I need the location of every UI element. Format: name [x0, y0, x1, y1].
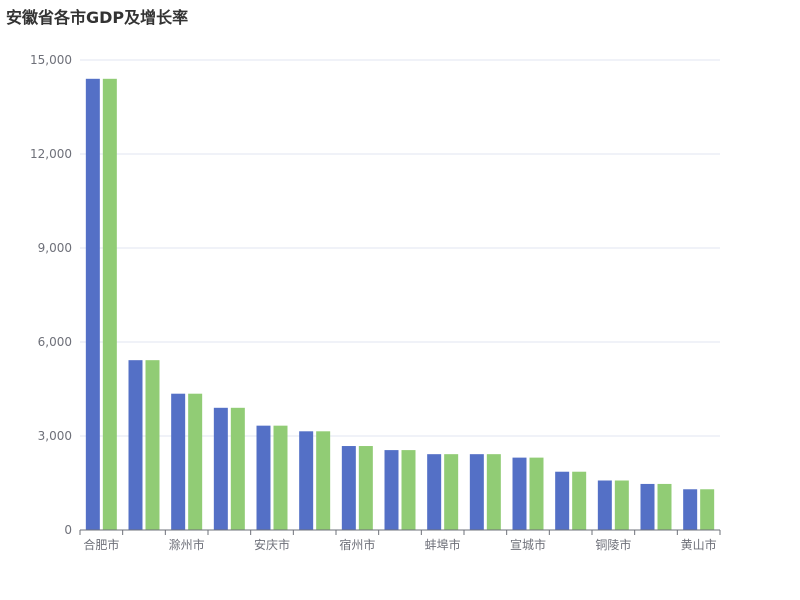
y-tick-label: 9,000 [38, 241, 72, 255]
bar[interactable]: 黄山市: 1300 [700, 489, 715, 530]
bar[interactable]: 蚌埠市: 2420 [427, 454, 442, 530]
x-tick-label: 铜陵市 [595, 537, 631, 552]
bar[interactable]: 滁州市: 4350 [188, 393, 203, 530]
bar[interactable]: 安庆市: 3330 [256, 425, 271, 530]
chart-title: 安徽省各市GDP及增长率 [6, 8, 189, 27]
bars: 合肥市: 14400合肥市: 14400 芜湖市: 5420芜湖市: 5420 滁州… [85, 78, 715, 531]
y-tick-label: 6,000 [38, 335, 72, 349]
bar[interactable]: 淮南市: 1860 [555, 471, 570, 530]
bar[interactable]: 马鞍山市: 3150 [316, 431, 331, 530]
x-tick-label: 滁州市 [169, 537, 205, 552]
y-tick-label: 12,000 [30, 147, 72, 161]
bar[interactable]: 芜湖市: 5420 [128, 360, 143, 530]
y-tick-label: 3,000 [38, 429, 72, 443]
bar[interactable]: 阜阳市: 3900 [230, 407, 245, 530]
bar[interactable]: 马鞍山市: 3150 [299, 431, 314, 530]
bar[interactable]: 宿州市: 2680 [358, 446, 373, 530]
bar[interactable]: 铜陵市: 1580 [597, 480, 612, 530]
grid-lines [80, 59, 720, 437]
y-tick-label: 0 [64, 523, 72, 537]
bar[interactable]: 亳州市: 2550 [401, 450, 416, 530]
bar[interactable]: 宣城市: 2310 [529, 457, 544, 530]
bar[interactable]: 合肥市: 14400 [85, 78, 100, 531]
bar[interactable]: 淮北市: 1470 [640, 483, 655, 530]
x-tick-label: 黄山市 [681, 537, 717, 552]
bar[interactable]: 芜湖市: 5420 [145, 360, 160, 530]
bar[interactable]: 滁州市: 4350 [171, 393, 186, 530]
bar[interactable]: 黄山市: 1300 [683, 489, 698, 530]
bar[interactable]: 安庆市: 3330 [273, 425, 288, 530]
bar[interactable]: 宿州市: 2680 [341, 446, 356, 530]
bar[interactable]: 六安市: 2420 [486, 454, 501, 530]
bar[interactable]: 阜阳市: 3900 [213, 407, 228, 530]
bar[interactable]: 宣城市: 2310 [512, 457, 527, 530]
x-tick-label: 安庆市 [254, 537, 290, 552]
x-tick-label: 合肥市 [83, 537, 119, 552]
x-tick-label: 蚌埠市 [425, 537, 461, 552]
bar[interactable]: 淮南市: 1860 [572, 471, 587, 530]
bar[interactable]: 六安市: 2420 [469, 454, 484, 530]
x-axis: 合肥市 滁州市 安庆市 宿州市 蚌埠市 宣城市 铜陵市 黄山市 [79, 529, 721, 552]
x-tick-label: 宿州市 [339, 537, 375, 552]
y-tick-label: 15,000 [30, 53, 72, 67]
bar[interactable]: 蚌埠市: 2420 [444, 454, 459, 530]
y-axis-labels: 0 3,000 6,000 9,000 12,000 15,000 [30, 53, 72, 537]
bar[interactable]: 亳州市: 2550 [384, 450, 399, 530]
bar[interactable]: 淮北市: 1470 [657, 483, 672, 530]
bar[interactable]: 铜陵市: 1580 [614, 480, 629, 530]
x-tick-label: 宣城市 [510, 537, 546, 552]
bar[interactable]: 合肥市: 14400 [102, 78, 117, 531]
